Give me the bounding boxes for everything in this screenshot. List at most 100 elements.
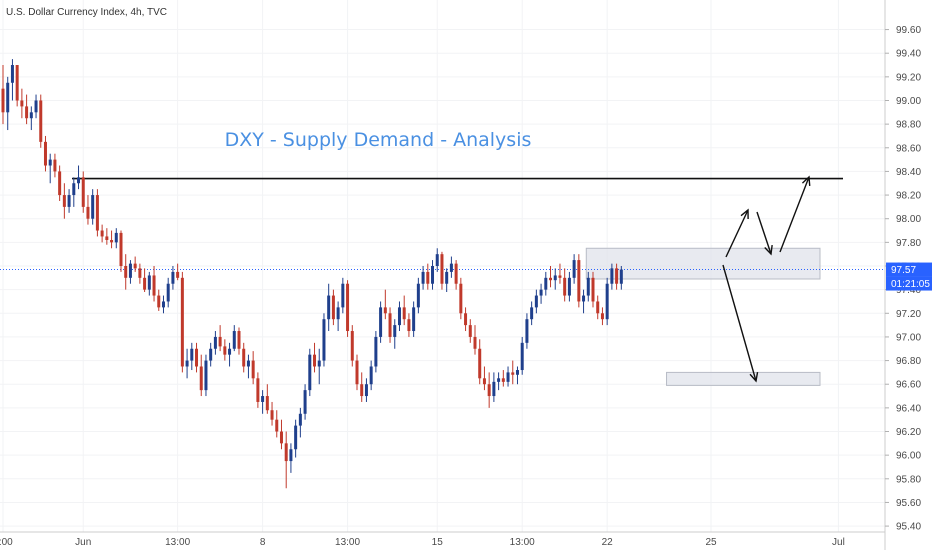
time-tick-label: 13:00: [165, 537, 190, 548]
candle: [303, 384, 307, 420]
candle: [492, 372, 496, 402]
projection-arrows: [722, 175, 811, 383]
candle: [58, 165, 62, 201]
candle: [426, 263, 430, 290]
candle: [95, 189, 99, 237]
countdown-badge: 01:21:05: [886, 276, 932, 291]
projection-arrow: [722, 264, 759, 383]
demand-zone[interactable]: [666, 371, 821, 386]
candle: [34, 94, 38, 119]
candle: [157, 289, 161, 311]
candle: [619, 266, 623, 290]
candle: [600, 307, 604, 326]
candle: [256, 372, 260, 408]
candle: [43, 135, 47, 172]
candle: [209, 342, 213, 367]
candle: [313, 342, 317, 373]
candle: [525, 313, 529, 349]
price-tick-label: 99.00: [896, 96, 921, 107]
price-tick-label: 98.20: [896, 191, 921, 202]
candle: [218, 325, 222, 352]
chart-title: DXY - Supply Demand - Analysis: [225, 129, 532, 151]
candle: [350, 325, 354, 367]
candle: [402, 295, 406, 326]
symbol-label: U.S. Dollar Currency Index, 4h, TVC: [6, 7, 167, 18]
price-tick-label: 98.00: [896, 214, 921, 225]
candle: [506, 366, 510, 387]
time-tick-label: 15: [432, 537, 444, 548]
current-price-badge: 97.57: [886, 262, 932, 277]
candle: [161, 295, 165, 314]
candle: [596, 295, 600, 320]
candle: [511, 360, 515, 385]
candle: [478, 339, 482, 385]
candle: [449, 256, 453, 278]
candle: [530, 301, 534, 326]
time-tick-label: Jun: [75, 537, 91, 548]
price-tick-label: 95.40: [896, 522, 921, 533]
candle: [25, 94, 29, 125]
candle: [327, 283, 331, 332]
price-tick-label: 97.20: [896, 309, 921, 320]
candle: [497, 372, 501, 391]
time-tick-label: Jul: [832, 537, 845, 548]
candle: [72, 177, 76, 207]
candle: [119, 230, 123, 272]
candle: [435, 248, 439, 272]
supply-zone[interactable]: [585, 247, 821, 280]
candles: [1, 59, 623, 489]
candle: [105, 228, 109, 245]
svg-text:01:21:05: 01:21:05: [891, 279, 930, 290]
candle: [360, 372, 364, 402]
candle: [379, 301, 383, 343]
candle: [346, 280, 350, 337]
candle: [81, 171, 85, 213]
candle: [605, 277, 609, 326]
time-tick-label: 13:00: [510, 537, 535, 548]
candle: [317, 348, 321, 385]
candle: [180, 271, 184, 373]
candle: [261, 390, 265, 414]
candle: [213, 331, 217, 355]
candle: [473, 325, 477, 355]
candle: [331, 289, 335, 326]
candle: [393, 319, 397, 349]
price-tick-label: 99.20: [896, 72, 921, 83]
candle: [468, 319, 472, 343]
candle: [232, 325, 236, 352]
candle: [48, 153, 52, 184]
candle: [520, 336, 524, 375]
candle: [369, 360, 373, 391]
candle: [445, 268, 449, 293]
projection-arrow: [756, 211, 773, 256]
candle: [29, 106, 33, 131]
price-tick-label: 99.60: [896, 25, 921, 36]
candle: [572, 254, 576, 284]
candle: [298, 407, 302, 438]
candle: [553, 268, 557, 290]
candle: [549, 266, 553, 288]
candle: [322, 313, 326, 367]
time-tick-label: 3:00: [0, 537, 13, 548]
candle: [416, 277, 420, 314]
candle: [199, 354, 203, 397]
candle: [204, 354, 208, 397]
candle: [237, 327, 241, 355]
candle: [383, 289, 387, 320]
candle: [440, 251, 444, 290]
candle: [62, 183, 66, 219]
candle: [459, 277, 463, 320]
price-tick-label: 97.80: [896, 238, 921, 249]
candle: [128, 260, 132, 284]
candle: [610, 263, 614, 290]
candle: [176, 263, 180, 281]
candle: [147, 271, 151, 296]
candle: [341, 277, 345, 314]
candle: [586, 271, 590, 302]
candle: [289, 443, 293, 473]
candle: [166, 277, 170, 308]
candle: [242, 342, 246, 373]
time-tick-label: 25: [705, 537, 717, 548]
